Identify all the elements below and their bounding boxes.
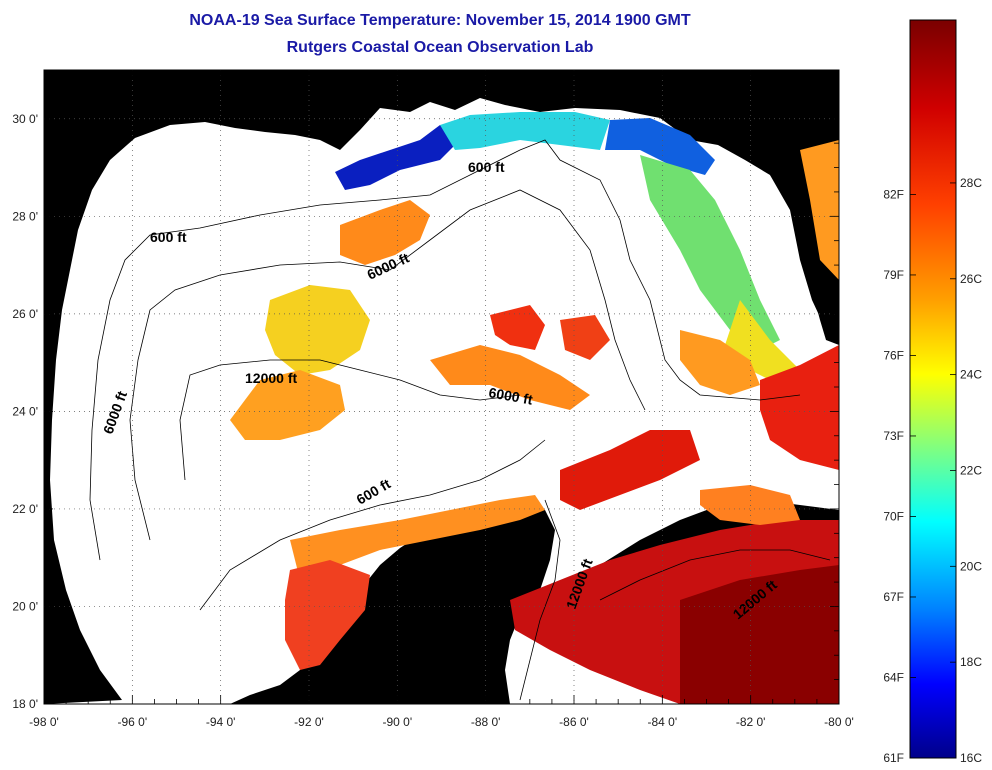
land-florida <box>760 70 839 345</box>
land-mexico-yucatan <box>44 508 555 704</box>
colorbar-gradient <box>909 19 957 759</box>
contour-6000ft <box>129 189 646 541</box>
sst-cyan-band-mississippi <box>440 112 610 150</box>
contour-caribbean <box>599 549 831 601</box>
colorbar-f-label: 76F <box>883 348 904 362</box>
contour-label-6000-center: 6000 ft <box>487 384 534 408</box>
axis-ticks <box>43 69 840 705</box>
sst-patches <box>230 112 839 704</box>
sst-red-yucatan-channel <box>560 430 700 510</box>
sst-map: 600 ft 600 ft 6000 ft 6000 ft 12000 ft 6… <box>12 69 854 729</box>
sst-red-central-2 <box>560 315 610 360</box>
longitude-labels: -98 0' -96 0' -94 0' -92 0' -90 0' -88 0' -86 … <box>29 715 854 729</box>
lat-tick-label: 20 0' <box>12 599 38 613</box>
colorbar-c-label: 16C <box>960 751 982 765</box>
lon-tick-label: -96 0' <box>118 715 148 729</box>
sst-orange-west-florida <box>680 330 760 395</box>
colorbar-c-label: 18C <box>960 655 982 669</box>
sst-orange-west-central <box>230 370 345 440</box>
depth-contours <box>89 139 831 701</box>
colorbar-c-label: 24C <box>960 368 982 382</box>
contour-label-12000-center: 12000 ft <box>245 370 297 386</box>
lon-tick-label: -86 0' <box>559 715 589 729</box>
sst-red-keys <box>760 345 839 470</box>
map-title: NOAA-19 Sea Surface Temperature: Novembe… <box>189 12 691 29</box>
sst-orange-nw-gulf <box>340 200 430 265</box>
sst-orange-campeche <box>290 495 545 580</box>
colorbar-celsius-labels: 28C 26C 24C 22C 20C 18C 16C <box>950 176 982 765</box>
sst-cold-band-louisiana <box>335 125 460 190</box>
colorbar-c-label: 26C <box>960 272 982 286</box>
colorbar-fahrenheit-labels: 82F 79F 76F 73F 70F 67F 64F 61F <box>883 187 916 765</box>
gridlines <box>44 70 839 704</box>
lon-tick-label: -82 0' <box>736 715 766 729</box>
contour-shelf-south <box>199 439 546 611</box>
sst-red-central <box>490 305 545 350</box>
map-subtitle: Rutgers Coastal Ocean Observation Lab <box>286 39 594 56</box>
sst-green-band-florida <box>640 155 780 350</box>
colorbar-f-label: 79F <box>883 268 904 282</box>
lon-tick-label: -90 0' <box>383 715 413 729</box>
lon-tick-label: -94 0' <box>206 715 236 729</box>
lat-tick-label: 18 0' <box>12 697 38 711</box>
colorbar-c-label: 20C <box>960 559 982 573</box>
colorbar-f-label: 64F <box>883 670 904 684</box>
colorbar-f-label: 67F <box>883 590 904 604</box>
colorbar-f-label: 82F <box>883 187 904 201</box>
colorbar-c-label: 28C <box>960 176 982 190</box>
land-north-america <box>44 70 839 704</box>
lon-tick-label: -98 0' <box>29 715 59 729</box>
sst-orange-band-central <box>430 345 590 410</box>
lat-tick-label: 26 0' <box>12 307 38 321</box>
colorbar-c-label: 22C <box>960 463 982 477</box>
colorbar: 82F 79F 76F 73F 70F 67F 64F 61F 28C 26C 24C 22C 20C… <box>883 19 982 765</box>
lon-tick-label: -88 0' <box>471 715 501 729</box>
lon-tick-label: -80 0' <box>824 715 854 729</box>
sst-red-campeche <box>285 560 370 670</box>
colorbar-f-label: 61F <box>883 751 904 765</box>
colorbar-f-label: 73F <box>883 429 904 443</box>
contour-yucatan-east <box>519 499 561 701</box>
sst-darkred-caribbean <box>680 565 839 704</box>
latitude-labels: 18 0' 20 0' 22 0' 24 0' 26 0' 28 0' 30 0' <box>12 112 38 711</box>
contour-label-600-west: 600 ft <box>150 229 187 245</box>
colorbar-f-label: 70F <box>883 509 904 523</box>
sst-orange-atlantic <box>800 140 839 280</box>
lat-tick-label: 30 0' <box>12 112 38 126</box>
contour-600ft <box>89 139 801 561</box>
lat-tick-label: 24 0' <box>12 404 38 418</box>
lon-tick-label: -92 0' <box>294 715 324 729</box>
lat-tick-label: 28 0' <box>12 209 38 223</box>
contour-12000ft <box>179 359 521 481</box>
lon-tick-label: -84 0' <box>648 715 678 729</box>
sst-yellow-central-west <box>265 285 370 375</box>
contour-label-600-north: 600 ft <box>468 159 505 175</box>
lat-tick-label: 22 0' <box>12 502 38 516</box>
sst-blue-band-florida <box>605 118 715 175</box>
sst-orange-cuba-north <box>700 485 800 525</box>
